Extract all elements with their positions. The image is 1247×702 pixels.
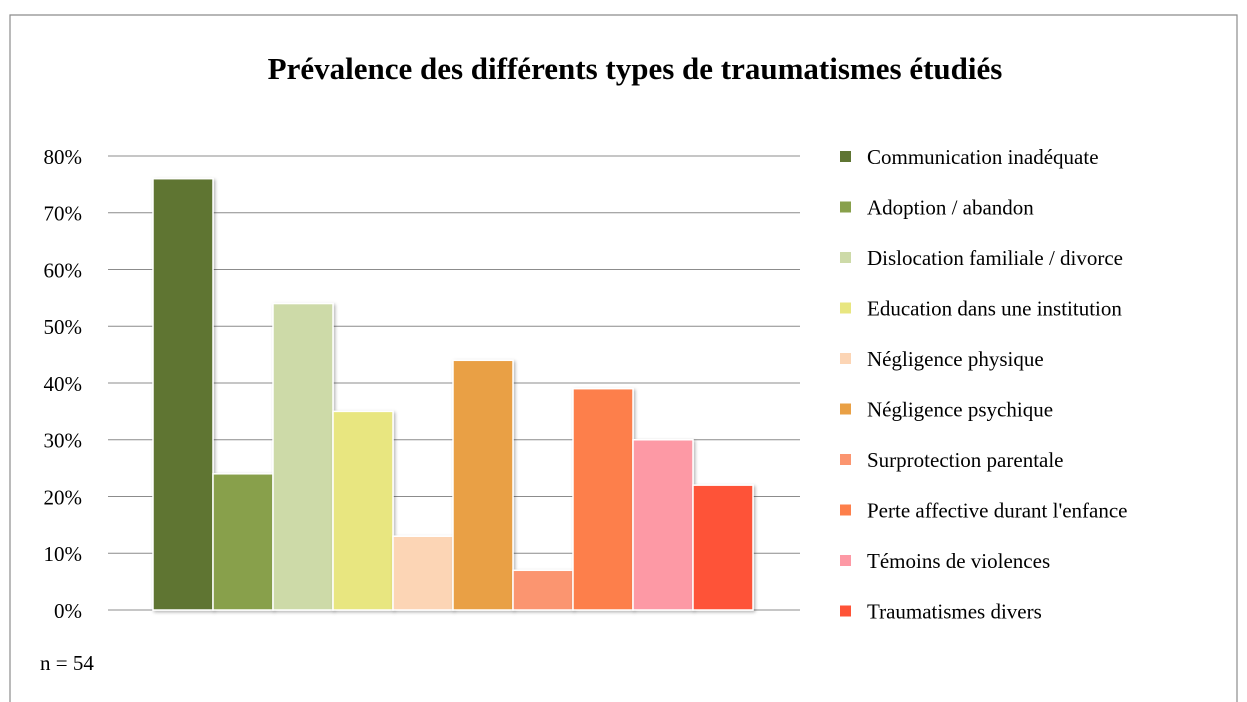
bar <box>452 359 514 611</box>
y-tick-label: 60% <box>44 258 83 282</box>
annotation: n = 54 <box>40 651 94 675</box>
y-tick-label: 40% <box>44 372 83 396</box>
bar <box>692 484 754 611</box>
chart-title: Prévalence des différents types de traum… <box>268 51 1003 86</box>
legend-label: Dislocation familiale / divorce <box>867 246 1123 270</box>
bar <box>512 569 574 611</box>
legend-label: Surprotection parentale <box>867 448 1064 472</box>
legend-swatch <box>840 201 851 213</box>
legend-swatch <box>840 302 851 314</box>
legend-swatch <box>840 353 851 364</box>
legend-label: Négligence physique <box>867 347 1044 371</box>
legend-label: Témoins de violences <box>867 549 1050 573</box>
bar <box>632 439 694 611</box>
legend-label: Adoption / abandon <box>867 195 1034 219</box>
y-tick-label: 10% <box>44 542 83 566</box>
bar <box>332 410 394 611</box>
bar <box>212 473 274 611</box>
bar <box>572 387 634 611</box>
y-tick-label: 50% <box>44 315 83 339</box>
legend-swatch <box>840 605 851 617</box>
legend-swatch <box>840 403 851 415</box>
legend-swatch <box>840 504 851 516</box>
bar <box>272 302 334 611</box>
legend-label: Traumatismes divers <box>867 599 1042 623</box>
bar <box>392 535 454 611</box>
legend-label: Perte affective durant l'enfance <box>867 498 1128 522</box>
y-tick-label: 70% <box>44 202 83 226</box>
legend-label: Négligence psychique <box>867 397 1053 421</box>
legend-swatch <box>840 454 851 465</box>
legend-swatch <box>840 555 851 566</box>
legend-label: Communication inadéquate <box>867 145 1099 169</box>
frame <box>9 14 1238 702</box>
bar <box>152 177 214 611</box>
y-tick-label: 20% <box>44 485 83 509</box>
legend-label: Education dans une institution <box>867 296 1122 320</box>
legend-swatch <box>840 151 851 162</box>
y-tick-label: 80% <box>44 145 83 169</box>
y-tick-label: 30% <box>44 429 83 453</box>
legend-swatch <box>840 252 851 263</box>
y-tick-label: 0% <box>54 599 82 623</box>
